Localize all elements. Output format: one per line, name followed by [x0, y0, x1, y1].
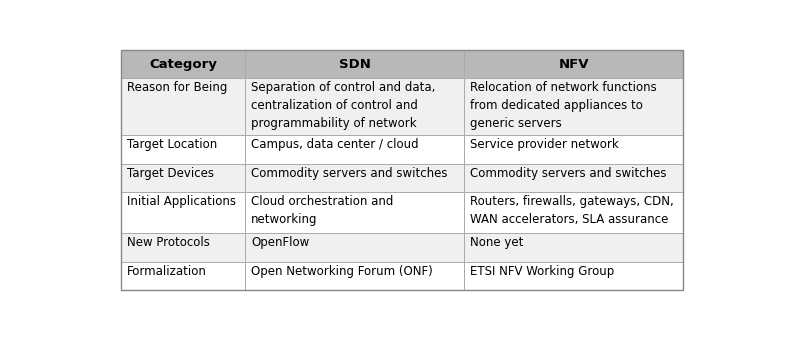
Text: None yet: None yet	[470, 236, 524, 249]
Bar	[245, 192, 464, 233]
Text: Target Devices: Target Devices	[127, 167, 214, 180]
Text: Separation of control and data,
centralization of control and
programmability of: Separation of control and data, centrali…	[251, 81, 436, 130]
Text: Reason for Being: Reason for Being	[127, 81, 228, 94]
Bar	[121, 50, 245, 78]
Text: ETSI NFV Working Group: ETSI NFV Working Group	[470, 265, 615, 278]
Bar	[464, 163, 684, 192]
Bar	[121, 163, 245, 192]
Bar	[121, 262, 245, 290]
Bar	[121, 192, 245, 233]
Bar	[245, 163, 464, 192]
Bar	[121, 135, 245, 163]
Bar	[464, 135, 684, 163]
Text: Campus, data center / cloud: Campus, data center / cloud	[251, 138, 418, 151]
Text: Open Networking Forum (ONF): Open Networking Forum (ONF)	[251, 265, 433, 278]
Bar	[245, 233, 464, 262]
Text: Commodity servers and switches: Commodity servers and switches	[470, 167, 666, 180]
Text: Routers, firewalls, gateways, CDN,
WAN accelerators, SLA assurance: Routers, firewalls, gateways, CDN, WAN a…	[470, 195, 674, 226]
Text: OpenFlow: OpenFlow	[251, 236, 309, 249]
Text: Service provider network: Service provider network	[470, 138, 619, 151]
Bar	[245, 262, 464, 290]
Bar	[464, 262, 684, 290]
Text: New Protocols: New Protocols	[127, 236, 210, 249]
Text: Cloud orchestration and
networking: Cloud orchestration and networking	[251, 195, 393, 226]
Text: Formalization: Formalization	[127, 265, 207, 278]
Bar	[464, 233, 684, 262]
Bar	[245, 50, 464, 78]
Text: SDN: SDN	[338, 58, 371, 70]
Bar	[121, 78, 245, 135]
Text: Category: Category	[149, 58, 217, 70]
Bar	[464, 50, 684, 78]
Bar	[121, 233, 245, 262]
Bar	[464, 78, 684, 135]
Bar	[464, 192, 684, 233]
Text: NFV: NFV	[558, 58, 589, 70]
Text: Initial Applications: Initial Applications	[127, 195, 236, 208]
Text: Target Location: Target Location	[127, 138, 217, 151]
Text: Relocation of network functions
from dedicated appliances to
generic servers: Relocation of network functions from ded…	[470, 81, 657, 130]
Bar	[245, 78, 464, 135]
Text: Commodity servers and switches: Commodity servers and switches	[251, 167, 447, 180]
Bar	[245, 135, 464, 163]
